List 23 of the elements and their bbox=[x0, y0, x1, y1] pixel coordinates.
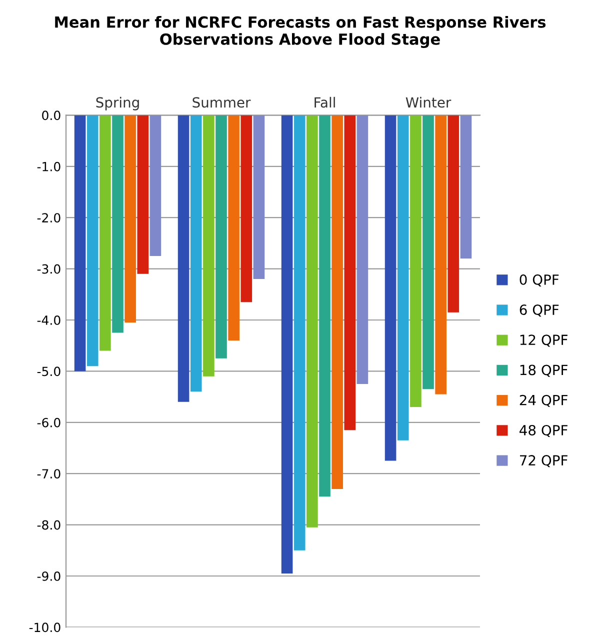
x-tick-label: Winter bbox=[406, 96, 452, 108]
y-tick-label: -3.0 bbox=[37, 264, 60, 274]
legend-label: 72 QPF bbox=[520, 455, 568, 468]
y-tick-label: -2.0 bbox=[37, 213, 60, 223]
y-tick-label: -9.0 bbox=[37, 571, 60, 581]
x-tick-label: Spring bbox=[96, 96, 139, 110]
x-tick-label: Summer bbox=[192, 97, 251, 108]
y-tick-label: -10.0 bbox=[29, 622, 60, 632]
legend-label: 48 QPF bbox=[520, 424, 568, 438]
y-tick-label: -1.0 bbox=[37, 162, 60, 172]
y-tick-label: -6.0 bbox=[37, 418, 60, 428]
y-tick-label: -4.0 bbox=[37, 315, 60, 325]
legend-label: 0 QPF bbox=[520, 274, 559, 286]
y-tick-label: 0.0 bbox=[42, 110, 60, 120]
y-tick-label: -5.0 bbox=[37, 366, 60, 376]
legend-label: 24 QPF bbox=[520, 394, 568, 407]
legend-label: 18 QPF bbox=[520, 364, 568, 377]
y-tick-label: -7.0 bbox=[37, 469, 60, 479]
legend-label: 12 QPF bbox=[520, 334, 568, 347]
y-tick-label: -8.0 bbox=[37, 520, 60, 530]
x-tick-label: Fall bbox=[314, 96, 335, 108]
chart-title: Mean Error for NCRFC Forecasts on Fast Response Rivers Observations Above Flood Stage bbox=[55, 16, 546, 48]
legend-label: 6 QPF bbox=[520, 304, 559, 317]
